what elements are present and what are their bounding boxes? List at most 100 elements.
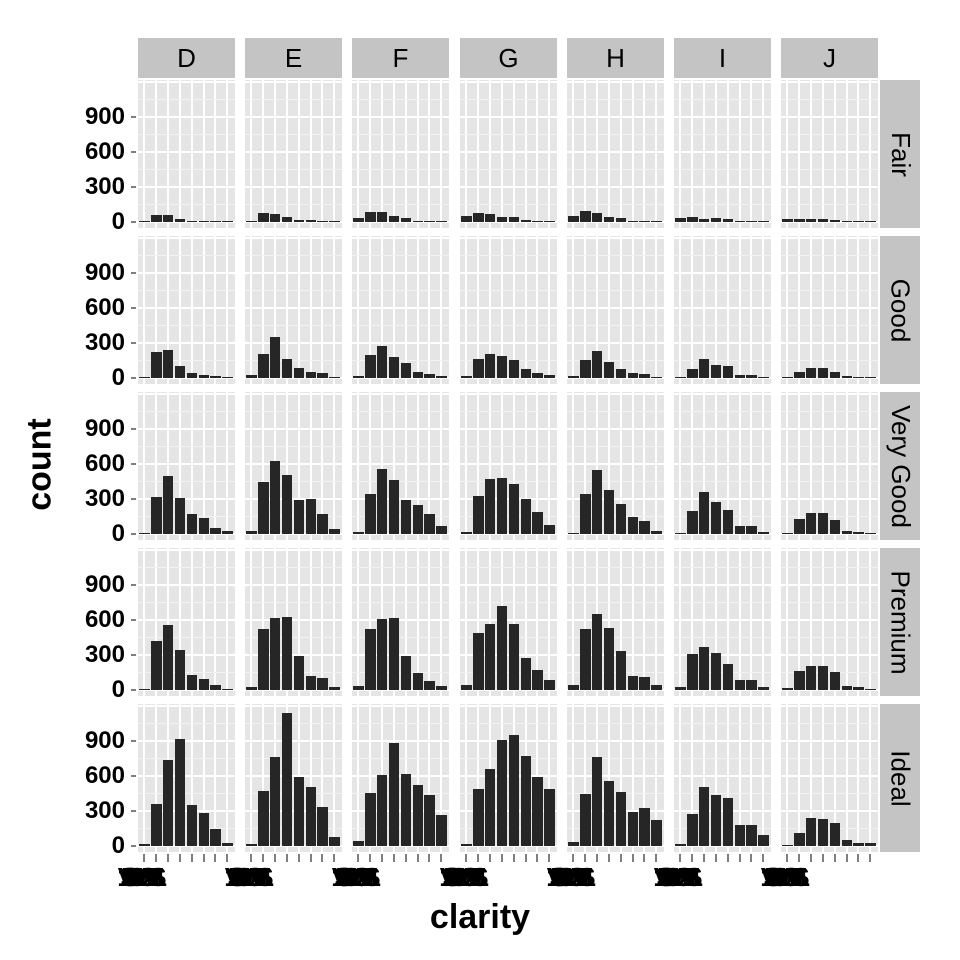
bar [198, 812, 210, 846]
bar [675, 844, 686, 846]
bar [198, 679, 210, 690]
y-tick-label: 0 [111, 676, 125, 703]
bar [532, 776, 544, 846]
x-tick-mark [333, 854, 336, 862]
bar [698, 647, 710, 690]
bar [317, 677, 329, 690]
x-tick-mark [821, 854, 824, 862]
panel-ideal-G [460, 704, 557, 852]
bar [388, 215, 400, 222]
bar [520, 755, 532, 846]
strip-col-D: D [138, 38, 235, 78]
bar [305, 371, 317, 378]
panel-very-good-F [352, 392, 449, 540]
bar [651, 819, 662, 846]
y-tick-mark [131, 221, 136, 223]
panel-good-H [567, 236, 664, 384]
bar [782, 688, 793, 690]
bar [186, 513, 198, 534]
panel-fair-J [781, 80, 878, 228]
bar [305, 499, 317, 534]
bar [722, 510, 734, 534]
bar [246, 220, 257, 222]
bar [508, 734, 520, 846]
bar [532, 373, 544, 378]
panel-good-E [245, 236, 342, 384]
bar [627, 812, 639, 846]
bar [817, 219, 829, 222]
x-tick-mark [261, 854, 264, 862]
bar [257, 482, 269, 534]
bar [579, 793, 591, 846]
x-tick-labels-E: I1SI2SI1VS2VS1VVS2VVS1IF [237, 862, 269, 892]
bar [412, 672, 424, 690]
bar [376, 468, 388, 534]
bar [710, 653, 722, 690]
bar [472, 632, 484, 690]
panel-ideal-J [781, 704, 878, 852]
bar [758, 221, 769, 222]
x-tick-mark [643, 854, 646, 862]
x-tick-mark [416, 854, 419, 862]
bar [400, 774, 412, 846]
bar [210, 221, 222, 222]
bar [388, 479, 400, 534]
y-tick-label: 600 [84, 294, 125, 321]
bar [841, 839, 853, 846]
x-tick-mark [726, 854, 729, 862]
bar [257, 212, 269, 222]
y-tick-mark [131, 116, 136, 118]
bar [353, 217, 364, 222]
bar [198, 517, 210, 534]
y-tick-mark [131, 342, 136, 344]
bar [639, 676, 651, 690]
bar [853, 687, 865, 690]
bar [710, 502, 722, 534]
bar [210, 527, 222, 534]
bar [162, 350, 174, 378]
panel-premium-H [567, 548, 664, 696]
bar [615, 650, 627, 690]
y-tick-label: 600 [84, 450, 125, 477]
bar [139, 688, 150, 690]
x-tick-labels-H: I1SI2SI1VS2VS1VVS2VVS1IF [559, 862, 591, 892]
bar [675, 376, 686, 378]
y-tick-label: 0 [111, 208, 125, 235]
bar [317, 372, 329, 378]
x-tick-mark [250, 854, 252, 862]
bar [579, 629, 591, 690]
x-tick-mark [476, 854, 479, 862]
bar [186, 805, 198, 846]
y-tick-label: 0 [111, 364, 125, 391]
panel-fair-I [674, 80, 771, 228]
x-tick-mark [143, 854, 145, 862]
strip-row-fair: Fair [880, 80, 920, 228]
bar [388, 356, 400, 378]
bar [865, 377, 876, 378]
x-tick-mark [309, 854, 312, 862]
y-tick-mark [131, 307, 136, 309]
bar [686, 814, 698, 846]
bar [579, 211, 591, 222]
bar [353, 686, 364, 690]
panel-good-D [138, 236, 235, 384]
bar [400, 218, 412, 222]
y-tick-mark [131, 533, 136, 535]
x-tick-mark [368, 854, 371, 862]
bar [686, 216, 698, 222]
strip-row-good: Good [880, 236, 920, 384]
bar [246, 531, 257, 534]
bar [520, 369, 532, 378]
bar [210, 376, 222, 378]
y-tick-mark [131, 740, 136, 742]
panel-ideal-H [567, 704, 664, 852]
bar [841, 376, 853, 378]
bar [293, 220, 305, 222]
bar [412, 785, 424, 846]
x-tick-mark [190, 854, 193, 862]
y-tick-label: 0 [111, 520, 125, 547]
strip-row-ideal: Ideal [880, 704, 920, 852]
x-tick-mark [750, 854, 753, 862]
y-tick-label: 900 [84, 415, 125, 442]
bar [829, 220, 841, 222]
